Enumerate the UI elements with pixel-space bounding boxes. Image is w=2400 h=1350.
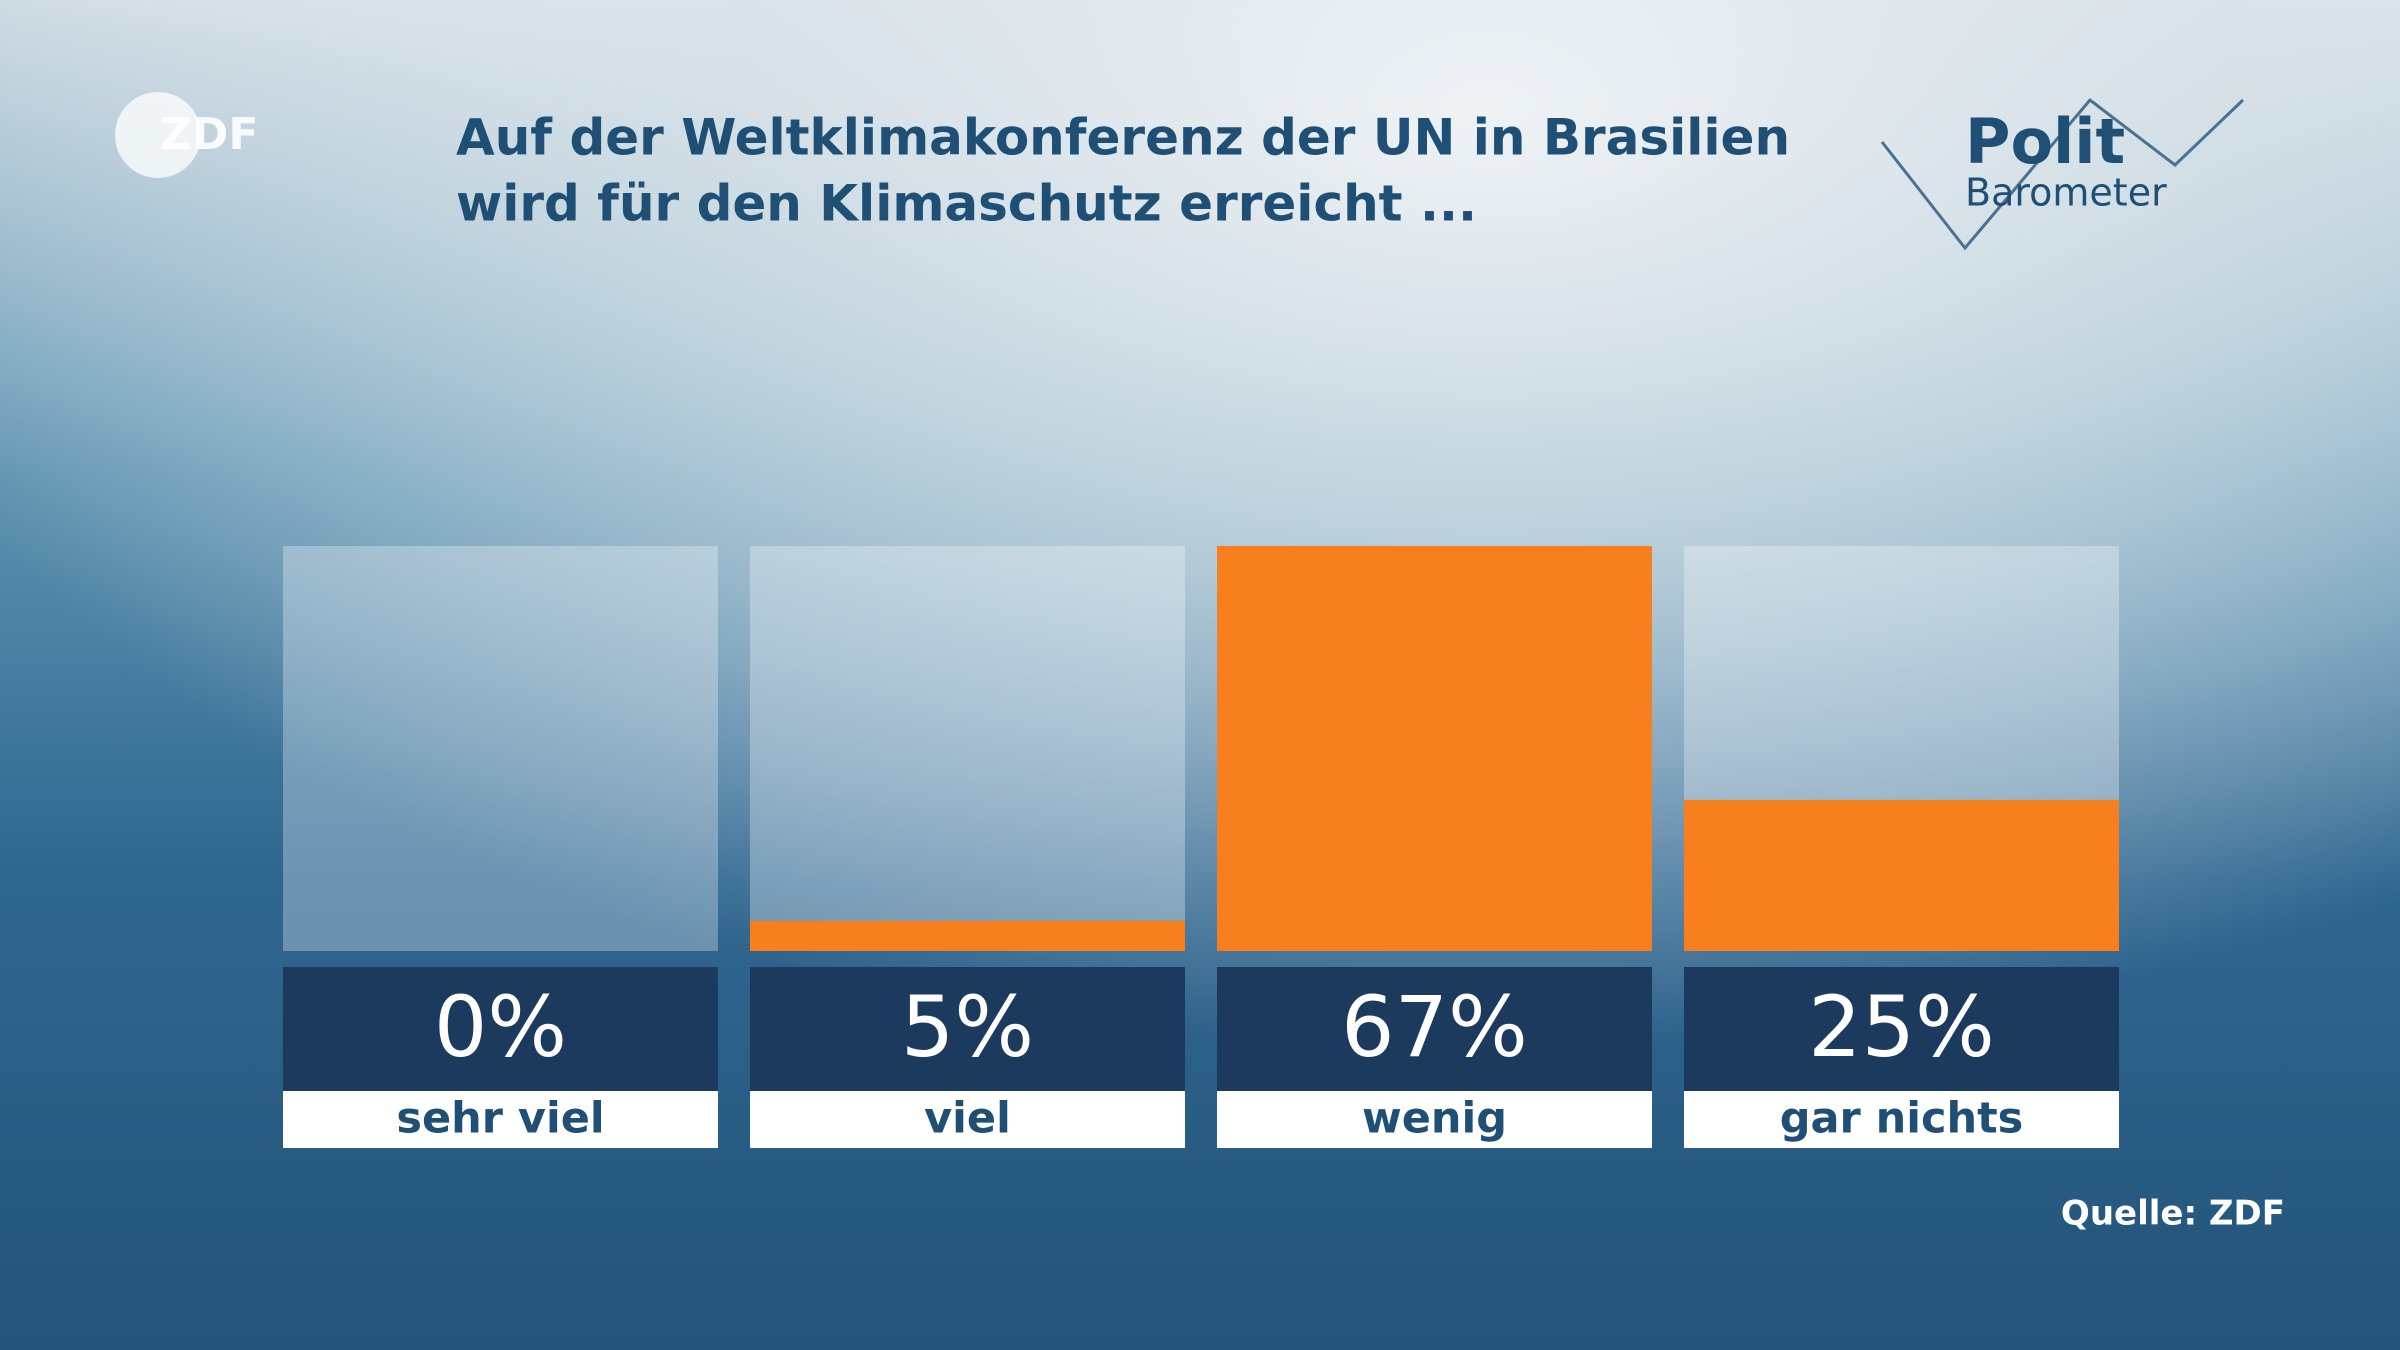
bar <box>750 920 1185 951</box>
brand-line <box>1880 97 2245 251</box>
x-tick-label: viel <box>924 1094 1011 1144</box>
value-box <box>283 967 718 1091</box>
bar-background <box>283 546 718 951</box>
x-tick-label: sehr viel <box>396 1094 604 1144</box>
value-label: 5% <box>901 978 1034 1076</box>
category-box <box>1217 1091 1652 1148</box>
x-tick-label: wenig <box>1362 1094 1507 1144</box>
value-label: 67% <box>1341 978 1528 1076</box>
logo-circle <box>115 92 201 178</box>
category-box <box>283 1091 718 1148</box>
value-box <box>1684 967 2119 1091</box>
bar <box>1217 546 1652 951</box>
chart-title: Auf der Weltklimakonferenz der UN in Bra… <box>456 109 1790 167</box>
value-box <box>1217 967 1652 1091</box>
source: Quelle: ZDF <box>2061 1194 2285 1234</box>
value-label: 25% <box>1808 978 1995 1076</box>
value-label: 0% <box>434 978 567 1076</box>
chart-title: wird für den Klimaschutz erreicht ... <box>456 175 1477 233</box>
bar-background <box>750 546 1185 951</box>
category-box <box>1684 1091 2119 1148</box>
category-box <box>750 1091 1185 1148</box>
x-tick-label: gar nichts <box>1780 1094 2024 1144</box>
brand: Barometer <box>1965 171 2167 215</box>
value-box <box>750 967 1185 1091</box>
logo: ZDF <box>160 109 258 160</box>
bar <box>1684 799 2119 951</box>
brand: Polit <box>1965 105 2125 178</box>
